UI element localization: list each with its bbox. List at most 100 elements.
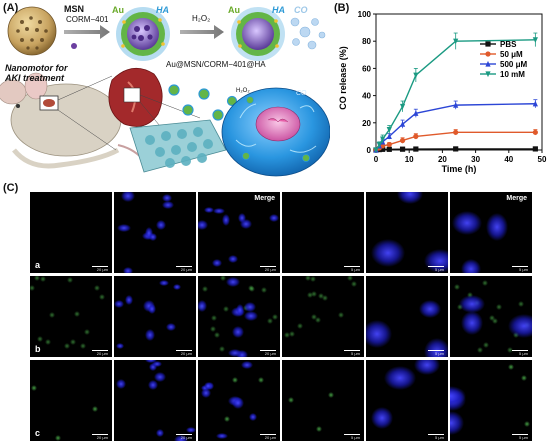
data-point — [532, 37, 538, 43]
merge-label: Merge — [506, 195, 527, 202]
co-bubbles — [290, 17, 326, 50]
data-point — [453, 38, 459, 45]
merge-label: Merge — [254, 195, 275, 202]
x-tick-label: 10 — [405, 155, 414, 164]
scale-bar-label: 5 μm — [435, 351, 444, 356]
data-point — [485, 60, 491, 67]
compound-label: Au@MSN/CORM−401@HA — [166, 60, 266, 69]
micrograph-r2-c5: 5 μm — [366, 276, 448, 357]
data-point — [373, 147, 379, 154]
data-point — [380, 143, 386, 149]
scale-bar — [428, 434, 444, 435]
scale-bar — [344, 434, 360, 435]
scale-bar-label: 5 μm — [351, 435, 360, 440]
scale-bar-label: 5 μm — [519, 435, 528, 440]
data-point — [532, 100, 538, 107]
x-tick-label: 30 — [471, 155, 480, 164]
scale-bar-label: 20 μm — [96, 351, 108, 356]
data-point — [399, 103, 406, 110]
msn-sphere — [7, 6, 57, 56]
micrograph-r3-c6: 5 μm — [450, 360, 532, 441]
scale-bar — [260, 266, 276, 267]
row-label: c — [35, 428, 41, 438]
scale-bar-label: 20 μm — [264, 267, 276, 272]
loaded-nanoparticle — [116, 7, 170, 61]
panel-a-schematic: (A) — [0, 0, 330, 180]
corm-molecule-icon — [71, 43, 77, 49]
x-tick-label: 40 — [504, 155, 513, 164]
panel-b-chart: (B) 0 10 20 30 40 50 0 20 40 60 80 100 PBS 50 μM 500 … — [330, 0, 550, 180]
plot-frame — [375, 13, 543, 151]
chart-ylabel: CO release (%) — [338, 46, 348, 110]
scale-bar — [176, 434, 192, 435]
data-point — [399, 121, 406, 127]
micrograph-r1-c5: 5 μm — [366, 192, 448, 273]
scale-bar — [344, 266, 360, 267]
y-tick-label: 60 — [362, 64, 371, 73]
panel-b-letter: (B) — [334, 2, 350, 14]
data-point — [413, 72, 419, 79]
x-tick-label: 50 — [538, 155, 547, 164]
scale-bar-label: 20 μm — [96, 267, 108, 272]
arrow-2 — [180, 25, 224, 39]
scale-bar-label: 20 μm — [180, 435, 192, 440]
au-label-1: Au — [112, 5, 124, 15]
scale-bar — [512, 434, 528, 435]
row-label: b — [35, 344, 41, 354]
scale-bar — [92, 434, 108, 435]
data-point — [386, 133, 392, 139]
data-point — [453, 146, 459, 152]
data-point — [532, 146, 538, 152]
scale-bar — [260, 434, 276, 435]
micrograph-r2-c3: 20 μm — [198, 276, 280, 357]
cell-illustration — [221, 87, 330, 177]
row-label: a — [35, 260, 41, 270]
co-small-label: CO — [296, 90, 307, 97]
micrograph-r1-c2: 20 μm — [114, 192, 196, 273]
legend-label: PBS — [500, 40, 517, 49]
scale-bar — [260, 350, 276, 351]
data-point — [376, 141, 382, 148]
scale-bar — [512, 266, 528, 267]
micrograph-r1-c6: Merge 5 μm — [450, 192, 532, 273]
ha-label-2: HA — [272, 5, 285, 15]
data-point — [532, 129, 538, 135]
data-point — [485, 41, 491, 47]
series-pbs — [373, 146, 538, 153]
micrograph-r2-c2: 20 μm — [114, 276, 196, 357]
chart-series-group — [373, 32, 538, 154]
h2o2-small-label: H₂O₂ — [236, 88, 250, 94]
data-point — [386, 146, 392, 152]
tissue-block — [129, 119, 227, 173]
scale-bar — [92, 350, 108, 351]
legend-label: 10 mM — [500, 70, 525, 79]
data-point — [453, 129, 459, 135]
data-point — [413, 133, 419, 139]
data-point — [399, 146, 406, 152]
panel-c-letter: (C) — [3, 182, 19, 194]
micrograph-r1-c1: a 20 μm — [30, 192, 112, 273]
scale-bar — [428, 266, 444, 267]
y-tick-label: 100 — [358, 10, 372, 19]
legend-label: 500 μM — [500, 60, 527, 69]
data-point — [413, 146, 419, 152]
chart-axes: 0 10 20 30 40 50 0 20 40 60 80 100 — [358, 10, 547, 164]
data-point — [386, 141, 392, 148]
x-tick-label: 0 — [374, 155, 379, 164]
arrow-1 — [64, 25, 110, 39]
scale-bar-label: 5 μm — [519, 267, 528, 272]
mouse-illustration — [0, 72, 151, 171]
micrograph-r1-c4: 5 μm — [282, 192, 364, 273]
scale-bar-label: 20 μm — [264, 351, 276, 356]
x-tick-label: 20 — [438, 155, 447, 164]
micrograph-r3-c4: 5 μm — [282, 360, 364, 441]
scale-bar-label: 20 μm — [180, 351, 192, 356]
series-500-μm — [373, 99, 538, 153]
scale-bar — [344, 350, 360, 351]
data-point — [413, 110, 419, 116]
micrograph-r2-c6: 5 μm — [450, 276, 532, 357]
scale-bar-label: 20 μm — [264, 435, 276, 440]
scale-bar — [512, 350, 528, 351]
legend-label: 50 μM — [500, 50, 523, 59]
co-label: CO — [294, 5, 308, 15]
